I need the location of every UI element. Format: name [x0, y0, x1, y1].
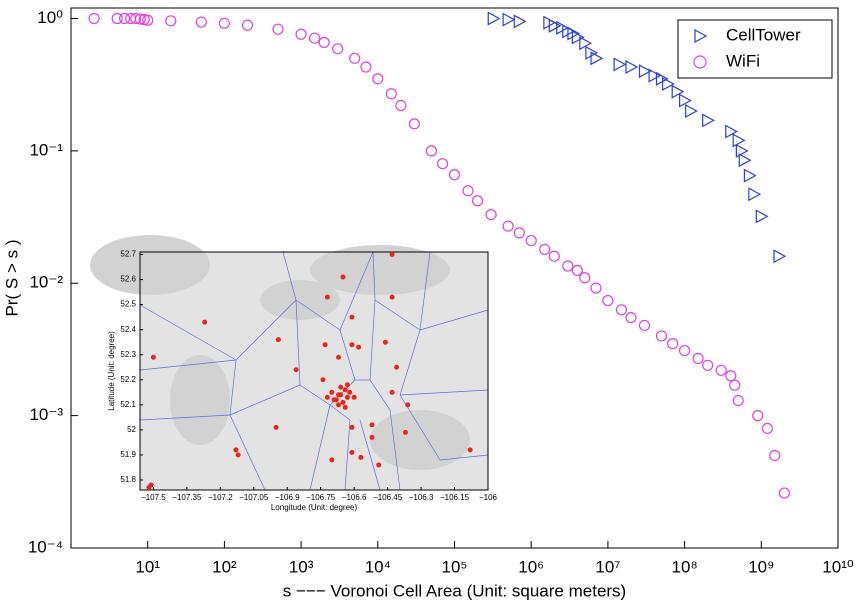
tower-location [329, 390, 334, 395]
tower-location [336, 392, 341, 397]
x-tick-label: 10⁶ [518, 557, 544, 576]
tower-location [405, 402, 410, 407]
x-tick-label: 10⁵ [442, 557, 468, 576]
y-tick-label: 52.2 [120, 375, 136, 384]
x-tick-label: 10⁴ [365, 557, 391, 576]
y-axis-label: Latitude (Unit: degree) [107, 331, 116, 411]
tower-location [343, 405, 348, 410]
tower-location [343, 387, 348, 392]
x-tick-label: −106 [479, 493, 498, 502]
y-tick-label: 52.5 [120, 300, 136, 309]
tower-location [149, 482, 154, 487]
y-tick-label: 10⁻² [29, 273, 63, 292]
tower-location [394, 365, 399, 370]
tower-location [325, 295, 330, 300]
x-tick-label: −107.2 [208, 493, 233, 502]
y-tick-label: 10⁻³ [29, 405, 63, 424]
y-tick-label: 52.3 [120, 350, 136, 359]
x-tick-label: −106.6 [342, 493, 367, 502]
y-tick-label: 52.1 [120, 400, 136, 409]
tower-location [468, 447, 473, 452]
y-tick-label: 52.4 [120, 325, 136, 334]
x-tick-label: 10⁷ [595, 557, 620, 576]
chart: 10¹ 10² 10³ 10⁴ 10⁵ 10⁶ 10⁷ 10⁸ 10⁹ 10¹⁰ 10⁻⁴ 10⁻³ 1… [0, 0, 862, 604]
y-axis-label: Pr( S > s ) [2, 240, 21, 317]
tower-location [336, 355, 341, 360]
inset-chart: −107.5−107.35−107.2−107.05−106.9−106.75−… [90, 235, 498, 512]
x-tick-label: 10¹⁰ [822, 557, 854, 576]
tower-location [403, 430, 408, 435]
tower-location [349, 425, 354, 430]
x-tick-label: −106.15 [440, 493, 470, 502]
x-tick-label: 10⁹ [748, 557, 774, 576]
tower-location [233, 447, 238, 452]
x-axis-label: s −−− Voronoi Cell Area (Unit: square me… [283, 581, 626, 600]
y-tick-label: 10⁻¹ [29, 140, 63, 159]
x-tick-label: −106.9 [275, 493, 300, 502]
x-tick-label: −106.75 [306, 493, 336, 502]
x-tick-label: 10³ [289, 557, 314, 576]
tower-location [336, 402, 341, 407]
x-tick-label: 10² [212, 557, 237, 576]
x-tick-label: 10¹ [135, 557, 160, 576]
tower-location [356, 345, 361, 350]
y-tick-label: 52 [127, 425, 136, 434]
tower-location [276, 337, 281, 342]
tower-location [294, 367, 299, 372]
x-tick-label: −107.05 [239, 493, 269, 502]
x-tick-label: −107.5 [141, 493, 166, 502]
tower-location [370, 422, 375, 427]
tower-location [390, 295, 395, 300]
y-tick-label: 52.7 [120, 250, 136, 259]
tower-location [151, 355, 156, 360]
tower-location [332, 397, 337, 402]
tower-location [370, 435, 375, 440]
y-tick-label: 52.6 [120, 275, 136, 284]
tower-location [274, 425, 279, 430]
map-patch [370, 410, 470, 470]
tower-location [390, 252, 395, 257]
legend-label: CellTower [726, 25, 801, 44]
tower-location [358, 455, 363, 460]
tower-location [341, 275, 346, 280]
tower-location [390, 390, 395, 395]
y-tick-label: 10⁻⁴ [28, 537, 63, 556]
map-patch [90, 235, 210, 295]
tower-location [236, 452, 241, 457]
x-axis-label: Longitude (Unit: degree) [271, 503, 358, 512]
tower-location [347, 390, 352, 395]
tower-location [352, 395, 357, 400]
tower-location [349, 342, 354, 347]
x-tick-label: 10⁸ [672, 557, 698, 576]
tower-location [329, 457, 334, 462]
x-tick-label: −107.35 [172, 493, 202, 502]
tower-location [345, 382, 350, 387]
tower-location [338, 385, 343, 390]
x-tick-label: −106.3 [409, 493, 434, 502]
x-tick-label: −106.45 [373, 493, 403, 502]
tower-location [320, 377, 325, 382]
tower-location [202, 320, 207, 325]
tower-location [383, 340, 388, 345]
tower-location [376, 462, 381, 467]
y-tick-label: 51.9 [120, 450, 136, 459]
tower-location [349, 450, 354, 455]
tower-location [325, 395, 330, 400]
tower-location [323, 342, 328, 347]
tower-location [349, 315, 354, 320]
legend-label: WiFi [726, 51, 760, 70]
tower-location [341, 400, 346, 405]
y-tick-label: 51.8 [120, 475, 136, 484]
y-tick-label: 10⁰ [37, 8, 63, 27]
tower-location [345, 395, 350, 400]
map-patch [170, 355, 230, 445]
